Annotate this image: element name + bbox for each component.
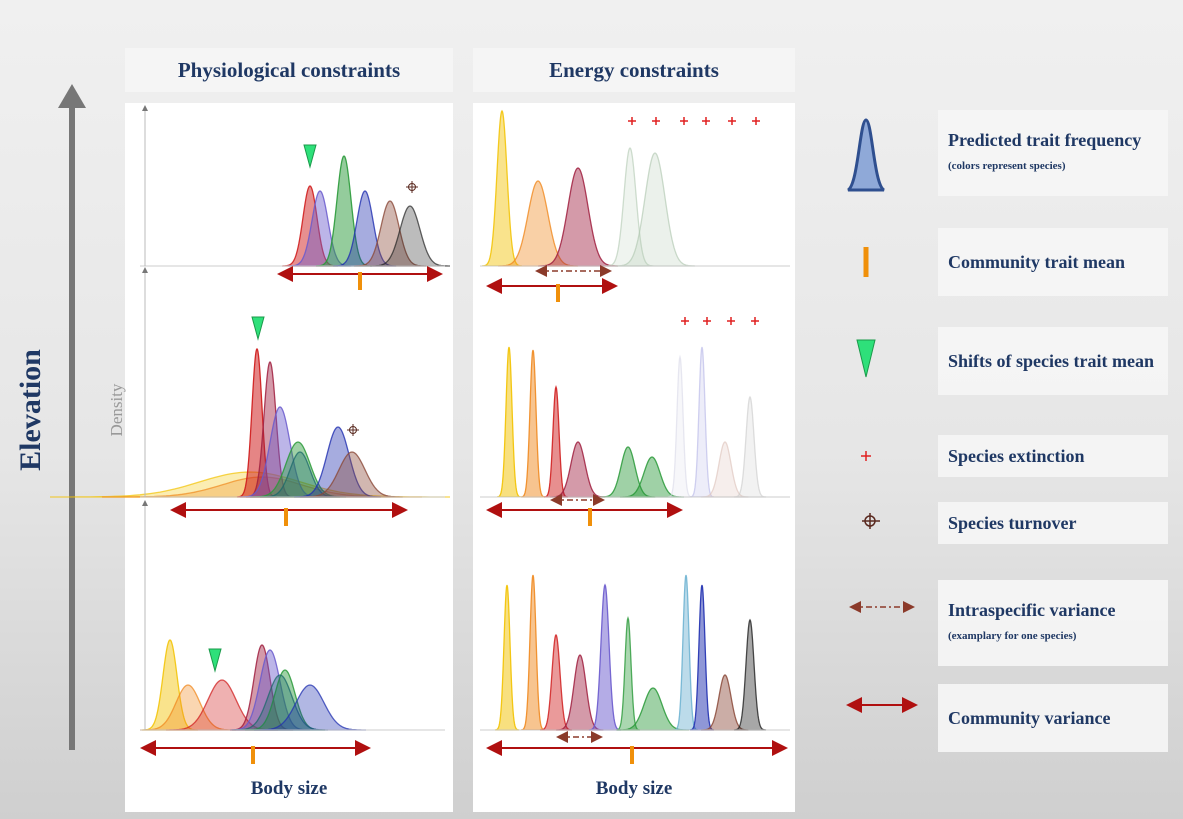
turnover-marker xyxy=(406,181,418,193)
legend-icon-turnover xyxy=(862,513,880,529)
legend-icon-extinction xyxy=(861,451,871,461)
density-curve xyxy=(690,347,714,497)
density-curve xyxy=(616,618,640,730)
density-curve xyxy=(482,111,522,266)
legend-item: Species turnover xyxy=(938,502,1168,544)
density-curve xyxy=(521,575,545,730)
legend-item: Predicted trait frequency (colors represe… xyxy=(938,110,1168,196)
annotations xyxy=(140,108,790,764)
legend-item: Intraspecific variance (examplary for on… xyxy=(938,580,1168,666)
density-curve xyxy=(521,350,545,497)
legend-label: Intraspecific variance xyxy=(948,600,1115,620)
density-curve xyxy=(668,357,692,497)
density-curve xyxy=(674,575,698,730)
legend-item: Shifts of species trait mean xyxy=(938,327,1168,395)
y-axis-label: Elevation xyxy=(14,349,47,471)
density-curve xyxy=(734,397,766,497)
figure: Physiological constraints Energy constra… xyxy=(0,0,1183,819)
extinction-marker xyxy=(681,317,689,325)
extinction-marker xyxy=(703,317,711,325)
density-curve xyxy=(589,585,621,730)
extinction-marker xyxy=(680,117,688,125)
curves xyxy=(50,111,766,730)
legend-icon-shift xyxy=(857,340,875,377)
legend-note: (colors represent species) xyxy=(948,160,1066,172)
density-label: Density xyxy=(107,383,126,436)
extinction-marker xyxy=(727,317,735,325)
shift-marker xyxy=(304,145,316,167)
shift-marker xyxy=(209,649,221,671)
legend-label: Community trait mean xyxy=(948,251,1125,274)
legend-item: Community variance xyxy=(938,684,1168,752)
extinction-marker xyxy=(628,117,636,125)
legend-label: Shifts of species trait mean xyxy=(948,350,1154,373)
density-curve xyxy=(734,620,766,730)
legend-label: Species extinction xyxy=(948,445,1085,468)
density-curve xyxy=(690,585,714,730)
legend-label: Predicted trait frequency xyxy=(948,130,1141,150)
elevation-arrowhead xyxy=(58,84,86,108)
extinction-marker xyxy=(652,117,660,125)
shift-marker xyxy=(252,317,264,339)
density-curve xyxy=(495,585,519,730)
density-curve xyxy=(540,635,572,730)
density-curve xyxy=(497,347,521,497)
density-curve xyxy=(544,387,568,497)
extinction-marker xyxy=(702,117,710,125)
legend-item: Community trait mean xyxy=(938,228,1168,296)
turnover-marker xyxy=(347,424,359,436)
legend-note: (examplary for one species) xyxy=(948,630,1076,642)
extinction-marker xyxy=(728,117,736,125)
extinction-marker xyxy=(752,117,760,125)
extinction-marker xyxy=(751,317,759,325)
legend-label: Species turnover xyxy=(948,512,1076,535)
legend-item: Species extinction xyxy=(938,435,1168,477)
legend-label: Community variance xyxy=(948,707,1110,730)
legend-icon-curve xyxy=(848,120,884,190)
